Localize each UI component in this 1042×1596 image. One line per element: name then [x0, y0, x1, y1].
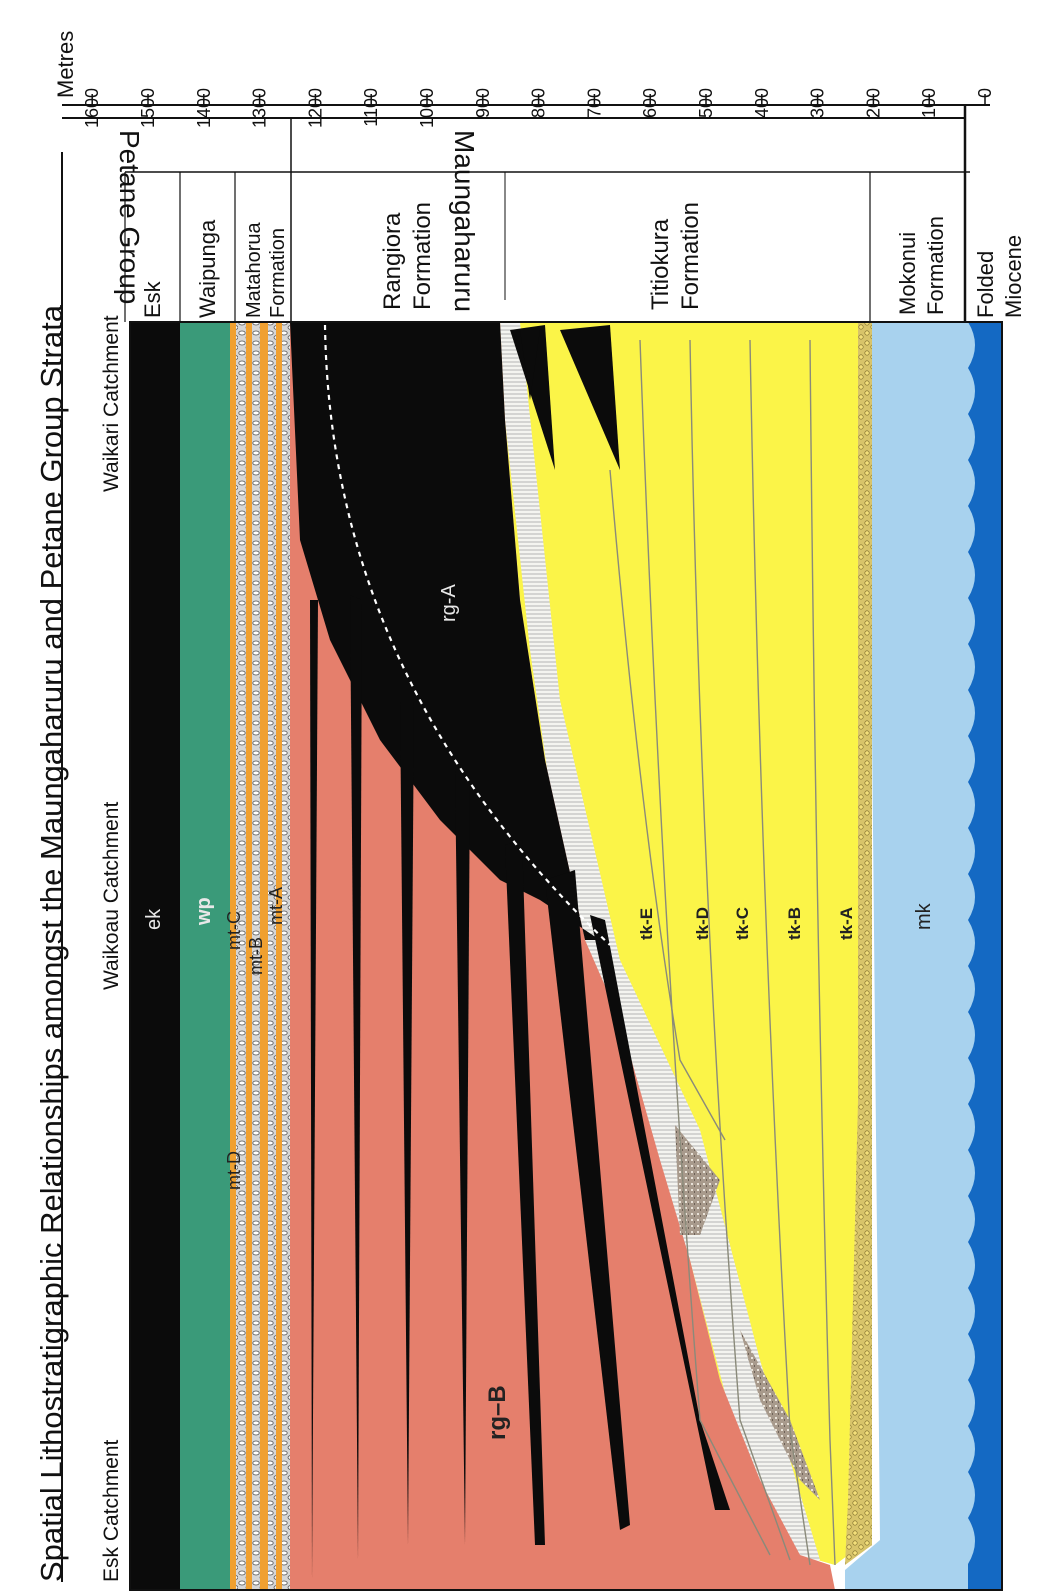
unit-rg-a: rg-A: [438, 584, 460, 622]
catchment-waikari: Waikari Catchment: [100, 315, 123, 492]
unit-tk-e: tk-E: [637, 908, 656, 940]
unit-mt-b: mt-B: [246, 937, 266, 975]
scale-tick-label: 1400: [194, 88, 214, 128]
scale-ticks: 0 100 200 300 400 500 600 700 800 900 1000 1100 1200…: [82, 88, 995, 128]
formation-rangiora-1: Rangiora: [379, 212, 406, 310]
formation-esk: Esk: [140, 280, 165, 318]
formation-rangiora-2: Formation: [409, 202, 436, 310]
dashed-boundary: [323, 324, 611, 946]
unit-tk-a: tk-A: [837, 907, 856, 940]
mokonui-layer: [845, 322, 975, 1590]
scale-tick-label: 500: [696, 88, 716, 118]
scale-tick-label: 1200: [305, 88, 325, 128]
titiokura-layer: [500, 322, 868, 1565]
scale-tick-label: 700: [584, 88, 604, 118]
waipunga-layer: [180, 322, 230, 1590]
unit-mt-a: mt-A: [266, 887, 286, 925]
formation-matahorua-2: Formation: [267, 228, 289, 318]
scale-tick-label: 0: [975, 88, 995, 98]
scale-tick-label: 1600: [82, 88, 102, 128]
scale-tick-label: 1300: [250, 88, 270, 128]
formation-titiokura-1: Titiokura: [647, 218, 674, 310]
titiokura-bedding: [609, 339, 836, 1566]
titiokura-margin: [500, 322, 820, 1565]
unit-mt-c: mt-C: [224, 911, 244, 950]
catchment-esk: Esk Catchment: [100, 1439, 123, 1582]
titiokura-conglomerate: [845, 322, 872, 1565]
speckled-wedge: [740, 1330, 820, 1500]
matahorua-gravel: [252, 322, 260, 1590]
scale-tick-label: 100: [919, 88, 939, 118]
unit-mk: mk: [913, 902, 935, 930]
unit-mt-d: mt-D: [224, 1151, 244, 1190]
formation-titiokura-2: Formation: [677, 202, 704, 310]
scale-label: Metres: [53, 31, 78, 98]
scale-tick-label: 1100: [361, 88, 381, 127]
scale-tick-label: 300: [808, 88, 828, 118]
scale-tick-label: 600: [640, 88, 660, 118]
formation-matahorua-1: Matahorua: [243, 222, 265, 318]
unit-rg-b: rg–B: [484, 1385, 511, 1440]
rangiora-a-tongues: [310, 595, 730, 1580]
unit-wp: wp: [193, 897, 215, 926]
scale-tick-label: 1000: [417, 88, 437, 128]
formation-folded-2: Miocene: [1001, 235, 1026, 318]
diagram-border: [129, 321, 1003, 1591]
scale-tick-label: 800: [529, 88, 549, 118]
formation-mokonui-1: Mokonui: [895, 232, 920, 315]
speckled-wedge: [675, 1125, 720, 1235]
esk-layer: [130, 322, 180, 1590]
formation-mokonui-2: Formation: [923, 216, 948, 315]
rangiora-a-layer: [290, 322, 600, 940]
scale-tick-label: 1500: [138, 88, 158, 128]
group-petane: Petane Group: [114, 130, 145, 304]
scale-tick-label: 900: [473, 88, 493, 118]
figure-title: Spatial Lithostratigraphic Relationships…: [34, 304, 69, 1582]
scale-tick-label: 400: [752, 88, 772, 118]
cross-section: ek wp mt-D mt-C mt-B mt-A rg-A rg–B tk-E…: [129, 321, 1003, 1591]
unit-tk-c: tk-C: [733, 907, 752, 940]
formation-waipunga: Waipunga: [195, 219, 220, 318]
matahorua-gravel: [236, 322, 246, 1590]
scale-tick-label: 200: [863, 88, 883, 118]
matahorua-gravel: [282, 322, 290, 1590]
titiokura-black-tongues: [510, 325, 620, 470]
catchment-waikoau: Waikoau Catchment: [100, 802, 123, 990]
unit-tk-b: tk-B: [785, 907, 804, 940]
formation-folded-1: Folded: [973, 251, 998, 318]
unit-ek: ek: [143, 908, 165, 930]
matahorua-gravel: [268, 322, 276, 1590]
unit-tk-d: tk-D: [693, 907, 712, 940]
